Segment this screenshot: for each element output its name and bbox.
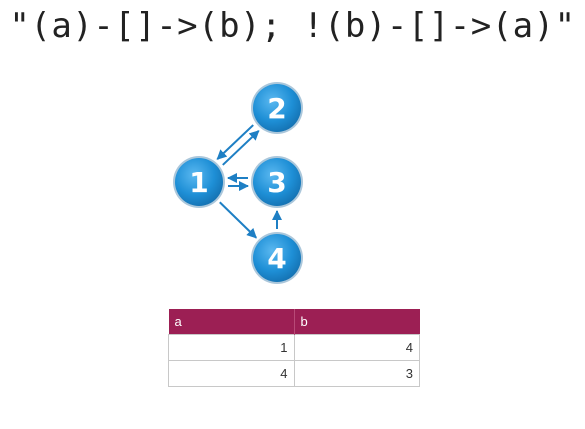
- table-row: 1 4: [168, 334, 420, 361]
- graph-diagram: 1 2 3 4: [173, 82, 303, 284]
- node-circle: [253, 84, 301, 132]
- column-header-b: b: [293, 309, 420, 335]
- edge-2-to-1: [216, 124, 254, 160]
- graph-node-2: 2: [251, 82, 303, 134]
- node-label: 1: [189, 166, 208, 199]
- node-circle: [253, 158, 301, 206]
- column-header-a: a: [168, 309, 294, 335]
- query-text: "(a)-[]->(b); !(b)-[]->(a)": [9, 6, 576, 46]
- graph-node-1: 1: [173, 156, 225, 208]
- table-cell-a: 4: [168, 360, 295, 387]
- table-cell-a: 1: [168, 334, 295, 361]
- node-label: 4: [267, 242, 286, 275]
- edge-1-to-4: [219, 201, 257, 239]
- graph-node-3: 3: [251, 156, 303, 208]
- node-circle: [175, 158, 223, 206]
- node-circle: [253, 234, 301, 282]
- node-label: 3: [267, 166, 286, 199]
- table-cell-b: 4: [293, 334, 420, 361]
- table-header-row: a b: [168, 309, 420, 335]
- table-row: 4 3: [168, 360, 420, 387]
- node-label: 2: [267, 92, 286, 125]
- edge-1-to-2: [222, 130, 260, 166]
- result-table: a b 1 4 4 3: [168, 309, 420, 387]
- graph-node-4: 4: [251, 232, 303, 284]
- table-cell-b: 3: [293, 360, 420, 387]
